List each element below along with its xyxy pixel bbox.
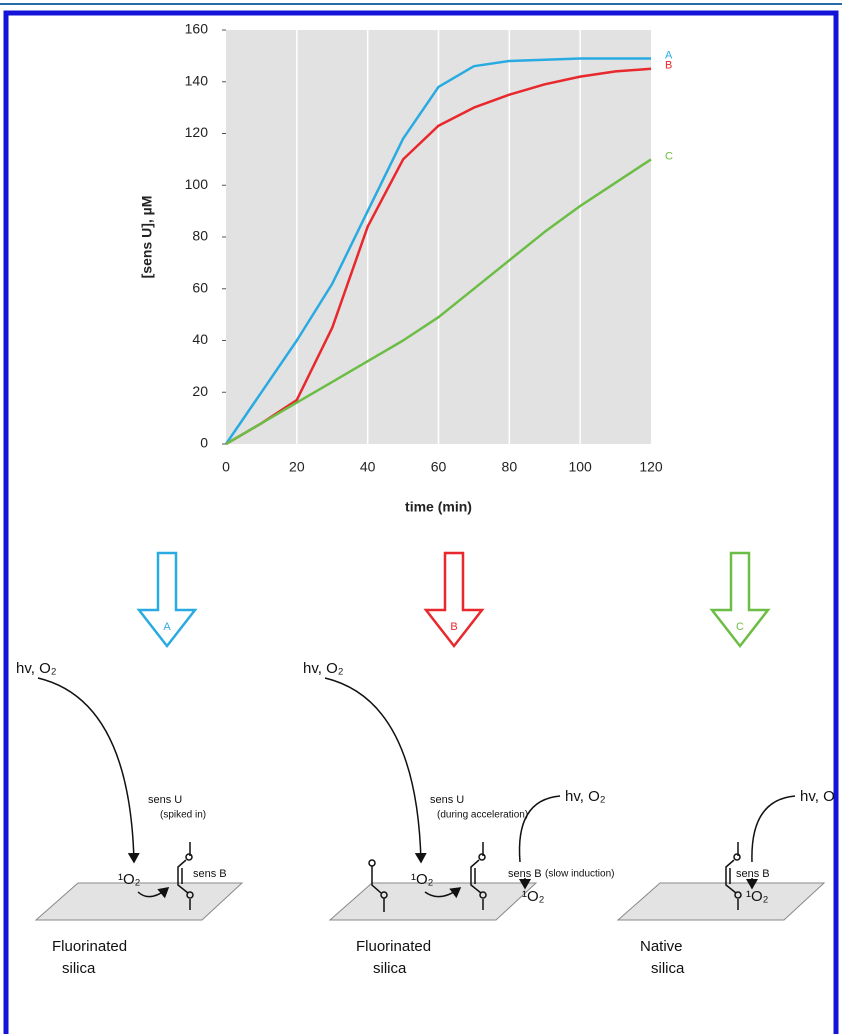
x-tick-label: 80	[502, 459, 518, 475]
surface-label: silica	[373, 960, 407, 977]
series-label: A	[665, 49, 673, 61]
series-line	[224, 57, 651, 445]
arrow-label: A	[163, 621, 171, 633]
series-line	[225, 67, 652, 446]
x-tick-label: 40	[360, 459, 376, 475]
arrow-label: C	[736, 621, 744, 633]
surface-label: silica	[651, 960, 685, 977]
arrow-b	[423, 551, 485, 649]
x-tick-label: 100	[568, 459, 592, 475]
curved-arrow	[137, 887, 170, 899]
y-axis-label: [sens U], µM	[139, 196, 155, 279]
x-tick-label: 20	[289, 459, 305, 475]
sens-label: sens B	[508, 868, 542, 880]
arrow-c	[709, 551, 771, 649]
molecule	[368, 842, 487, 912]
surface-label: silica	[62, 960, 96, 977]
light-label: hv, O₂	[303, 660, 344, 677]
surface-label: Fluorinated	[52, 938, 127, 955]
light-label: hv, O₂	[565, 788, 606, 805]
frame	[3, 10, 839, 1034]
y-tick-label: 60	[192, 279, 208, 295]
series-label: B	[665, 60, 672, 72]
x-axis-label: time (min)	[405, 499, 472, 515]
singlet-oxygen: ¹O₂	[522, 888, 545, 905]
surface-label: Native	[640, 938, 683, 955]
arrow-a	[136, 551, 198, 649]
y-tick-label: 140	[185, 72, 209, 88]
curved-arrow	[751, 795, 796, 863]
y-tick-label: 120	[185, 124, 209, 140]
note: (slow induction)	[545, 869, 614, 880]
y-tick-label: 160	[185, 21, 209, 37]
arrow-label: B	[450, 621, 457, 633]
note: (during acceleration)	[437, 810, 528, 821]
sens-label: sens B	[193, 868, 227, 880]
y-tick-label: 100	[185, 176, 209, 192]
x-tick-label: 0	[222, 459, 230, 475]
sens-label: sens U	[148, 794, 182, 806]
series-label: C	[665, 150, 673, 162]
y-tick-label: 80	[192, 228, 208, 244]
surface-plane	[328, 882, 538, 921]
note: (spiked in)	[160, 810, 206, 821]
x-tick-label: 60	[431, 459, 447, 475]
singlet-oxygen: ¹O₂	[118, 871, 141, 888]
surface-plane	[34, 882, 244, 921]
curved-arrow	[324, 677, 427, 864]
y-tick-label: 40	[192, 331, 208, 347]
x-tick-label: 120	[639, 459, 663, 475]
molecule	[177, 842, 194, 910]
light-label: hv, O	[800, 788, 835, 805]
surface-label: Fluorinated	[356, 938, 431, 955]
down-arrows	[136, 551, 771, 649]
singlet-oxygen: ¹O₂	[746, 888, 769, 905]
curved-arrow	[518, 795, 561, 863]
y-tick-label: 0	[200, 435, 208, 451]
singlet-oxygen: ¹O₂	[411, 871, 434, 888]
curved-arrow	[424, 887, 462, 899]
sens-label: sens B	[736, 868, 770, 880]
light-label: hv, O₂	[16, 660, 57, 677]
curved-arrow	[37, 677, 140, 864]
molecule	[725, 842, 742, 910]
sens-label: sens U	[430, 794, 464, 806]
y-tick-label: 20	[192, 383, 208, 399]
surface-plane	[616, 882, 826, 921]
series-line	[225, 158, 652, 446]
chart: 0 20 40 60 80 100 120 0 20 40 60 80 100 120 140 160 time…	[139, 21, 673, 515]
